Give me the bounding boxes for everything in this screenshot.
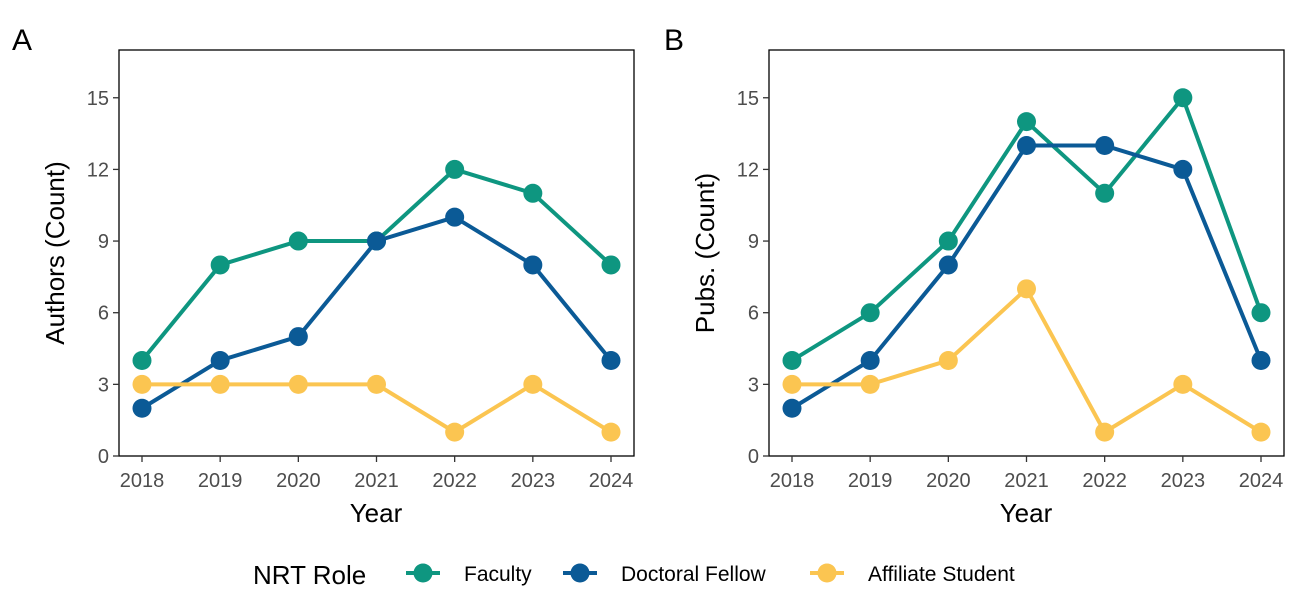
data-point-doctoral-fellow [1017, 136, 1036, 156]
data-point-faculty [1251, 303, 1271, 323]
x-tick-label: 2020 [276, 470, 321, 492]
data-point-faculty [210, 255, 230, 275]
panel-a: A Year Authors (Count) 0 3 6 9 12 15 2018 2019 2… [12, 24, 635, 528]
legend: NRT Role Faculty Doctoral Fellow Affiliate… [253, 560, 1015, 590]
data-point-faculty [523, 183, 543, 203]
legend-label-affiliate-student: Affiliate Student [868, 563, 1015, 586]
y-tick-label: 15 [87, 88, 109, 110]
data-point-faculty [132, 350, 152, 370]
plot-panel-border [118, 49, 635, 457]
x-tick-label: 2019 [198, 470, 243, 492]
data-point-affiliate-student [1017, 279, 1036, 299]
data-point-doctoral-fellow [1251, 350, 1271, 370]
y-tick-label: 9 [98, 231, 109, 253]
data-point-affiliate-student [288, 374, 308, 394]
data-point-doctoral-fellow [367, 231, 386, 251]
panel-b-x-axis-title: Year [1000, 498, 1053, 528]
y-tick-label: 12 [87, 159, 109, 181]
x-tick-label: 2020 [926, 470, 971, 492]
legend-key-point-affiliate-student [817, 563, 837, 583]
data-point-faculty [1173, 88, 1193, 108]
y-tick-label: 3 [98, 374, 109, 396]
data-point-affiliate-student [938, 350, 958, 370]
legend-key-point-faculty [413, 563, 433, 583]
panel-a-y-axis-title: Authors (Count) [40, 161, 70, 345]
data-point-faculty [1017, 112, 1036, 132]
data-point-faculty [860, 303, 880, 323]
data-point-affiliate-student [1251, 422, 1271, 442]
data-point-doctoral-fellow [860, 350, 880, 370]
y-tick-label: 0 [98, 446, 109, 468]
data-point-doctoral-fellow [1095, 136, 1115, 156]
data-point-faculty [601, 255, 621, 275]
panel-b: B Year Pubs. (Count) 0 3 6 9 12 15 2018 2019 202… [664, 24, 1285, 528]
data-point-faculty [445, 159, 465, 179]
x-tick-label: 2023 [511, 470, 556, 492]
legend-key-point-doctoral-fellow [570, 563, 590, 583]
data-point-doctoral-fellow [288, 327, 308, 347]
y-tick-label: 12 [737, 159, 759, 181]
series-line-doctoral-fellow [790, 143, 1263, 410]
panel-a-x-axis-title: Year [350, 498, 403, 528]
data-point-doctoral-fellow [445, 207, 465, 227]
y-tick-label: 15 [737, 88, 759, 110]
data-point-doctoral-fellow [132, 398, 152, 418]
legend-label-faculty: Faculty [464, 563, 532, 586]
panel-b-y-axis-title: Pubs. (Count) [690, 173, 720, 333]
data-point-affiliate-student [601, 422, 621, 442]
y-tick-label: 3 [748, 374, 759, 396]
x-tick-label: 2021 [354, 470, 399, 492]
x-tick-label: 2021 [1004, 470, 1049, 492]
data-point-doctoral-fellow [601, 350, 621, 370]
data-point-doctoral-fellow [782, 398, 802, 418]
legend-title: NRT Role [253, 560, 366, 590]
plot-panel-border [768, 49, 1285, 457]
y-tick-label: 0 [748, 446, 759, 468]
x-tick-label: 2024 [1239, 470, 1284, 492]
data-point-affiliate-student [782, 374, 802, 394]
data-point-affiliate-student [1173, 374, 1193, 394]
x-tick-label: 2019 [848, 470, 893, 492]
panel-b-tag: B [664, 24, 684, 57]
x-tick-label: 2023 [1161, 470, 1206, 492]
y-tick-label: 9 [748, 231, 759, 253]
data-point-doctoral-fellow [523, 255, 543, 275]
y-tick-label: 6 [98, 303, 109, 325]
data-point-doctoral-fellow [938, 255, 958, 275]
x-tick-label: 2018 [120, 470, 165, 492]
data-point-affiliate-student [523, 374, 543, 394]
data-point-faculty [938, 231, 958, 251]
data-point-affiliate-student [1095, 422, 1115, 442]
data-point-affiliate-student [367, 374, 386, 394]
x-tick-label: 2024 [589, 470, 634, 492]
data-point-affiliate-student [860, 374, 880, 394]
x-tick-label: 2022 [432, 470, 477, 492]
data-point-faculty [1095, 183, 1115, 203]
data-point-affiliate-student [210, 374, 230, 394]
data-point-affiliate-student [132, 374, 152, 394]
x-tick-label: 2018 [770, 470, 815, 492]
data-point-faculty [288, 231, 308, 251]
data-point-doctoral-fellow [1173, 159, 1193, 179]
data-point-faculty [782, 350, 802, 370]
panel-a-tag: A [12, 24, 32, 57]
data-point-affiliate-student [445, 422, 465, 442]
x-tick-label: 2022 [1082, 470, 1127, 492]
legend-label-doctoral-fellow: Doctoral Fellow [621, 563, 767, 586]
data-point-doctoral-fellow [210, 350, 230, 370]
y-tick-label: 6 [748, 303, 759, 325]
